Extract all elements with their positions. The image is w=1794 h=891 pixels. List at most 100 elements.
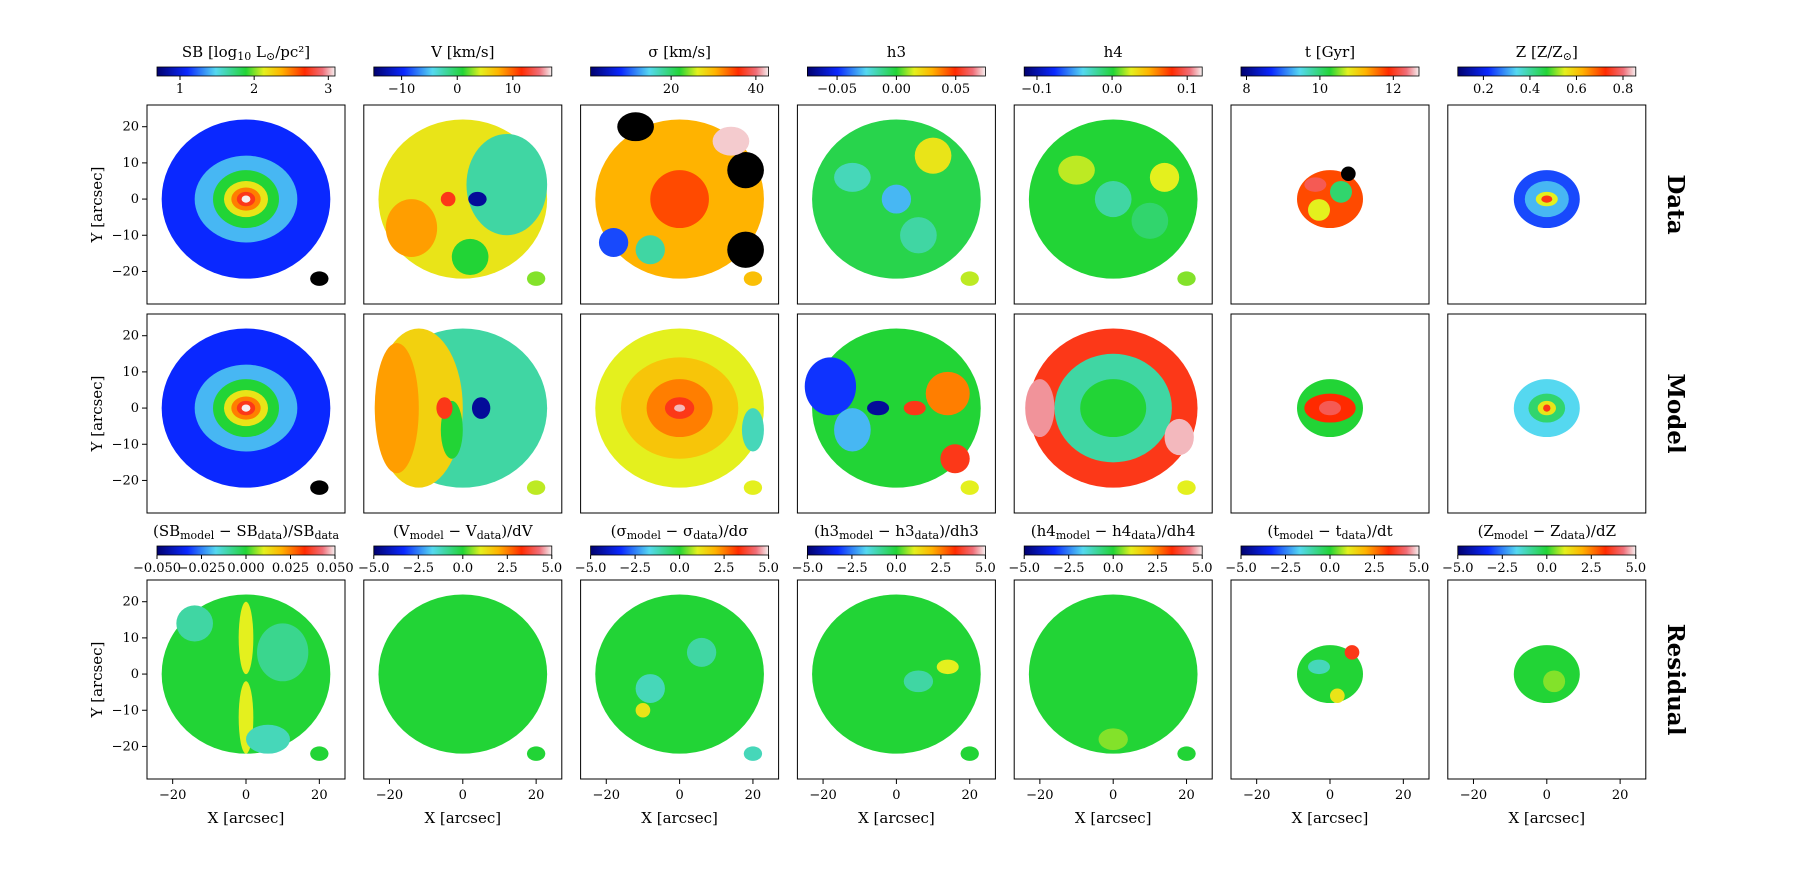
row-label: Model	[1662, 373, 1689, 454]
colorbar	[156, 66, 336, 77]
label-part: (t	[1267, 522, 1279, 540]
colorbar	[373, 66, 553, 77]
label-part: model	[839, 529, 874, 542]
label-part: data	[1561, 529, 1586, 542]
map-region	[241, 404, 251, 412]
label-part: Z [Z/Z	[1516, 43, 1563, 61]
y-tick-label: 20	[122, 329, 139, 344]
label-part: )/dh4	[1156, 522, 1196, 540]
map-region	[1149, 162, 1180, 192]
map	[1028, 119, 1198, 286]
colorbar-tick-label: 2	[250, 82, 258, 97]
x-tick-label: 20	[1395, 788, 1412, 803]
colorbar-tick-label: 2.5	[497, 561, 518, 576]
residual-colorbar-label: (h4model − h4data)/dh4	[1031, 522, 1196, 542]
map	[1513, 379, 1580, 438]
label-part: (Z	[1478, 522, 1494, 540]
label-part: ]	[1572, 43, 1578, 61]
colorbar-tick-label: −0.050	[133, 561, 181, 576]
colorbar-label: h3	[887, 43, 906, 61]
panel-frame	[1230, 104, 1430, 305]
label-part: h4	[1104, 43, 1123, 61]
map-region	[468, 191, 487, 207]
map-region	[310, 271, 329, 286]
colorbar-tick-label: 0.2	[1473, 82, 1494, 97]
label-part: )/SB	[282, 522, 314, 540]
colorbar	[1457, 66, 1637, 77]
colorbar-tick-label: −2.5	[836, 561, 868, 576]
map-region	[1341, 166, 1356, 181]
panel-frame	[580, 104, 780, 305]
panel-frame	[1230, 313, 1430, 514]
x-tick-label: 20	[311, 788, 328, 803]
colorbar-tick-label: 0	[453, 82, 461, 97]
colorbar-tick-label: 2.5	[1581, 561, 1602, 576]
y-tick-label: −10	[112, 437, 139, 452]
map-region	[1094, 180, 1132, 218]
colorbar-tick-label: −2.5	[1053, 561, 1085, 576]
label-part: model	[1494, 529, 1529, 542]
map	[1513, 645, 1580, 704]
colorbar-label: V [km/s]	[430, 43, 494, 61]
map-region	[674, 404, 686, 412]
x-tick-label: −20	[1243, 788, 1270, 803]
residual-colorbar-label: (h3model − h3data)/dh3	[814, 522, 979, 542]
colorbar-tick-label: −0.05	[817, 82, 857, 97]
label-part: model	[180, 529, 215, 542]
x-tick-label: 0	[1326, 788, 1334, 803]
map-region	[1177, 271, 1196, 286]
label-part: SB [log	[182, 43, 238, 61]
colorbar-tick-label: 0.0	[1102, 82, 1123, 97]
map-region	[385, 199, 438, 257]
map-region	[1344, 645, 1360, 660]
map-region	[310, 746, 329, 761]
map-region	[1308, 659, 1330, 675]
map-region	[635, 674, 665, 704]
map	[378, 594, 548, 761]
residual-colorbar	[807, 545, 986, 556]
map-region	[812, 594, 981, 754]
colorbar-tick-label: −2.5	[1270, 561, 1302, 576]
residual-colorbar-label: (σmodel − σdata)/dσ	[611, 522, 749, 542]
residual-colorbar	[156, 545, 336, 556]
colorbar-tick-label: 5.0	[1192, 561, 1213, 576]
x-tick-label: −20	[376, 788, 403, 803]
label-part: 10	[237, 50, 251, 63]
map	[161, 119, 331, 286]
colorbar-tick-label: −5.0	[358, 561, 390, 576]
map-region	[960, 746, 979, 761]
x-tick-label: 0	[242, 788, 250, 803]
colorbar-tick-label: 20	[663, 82, 680, 97]
x-tick-label: −20	[593, 788, 620, 803]
x-tick-label: 0	[459, 788, 467, 803]
map-region	[867, 400, 890, 416]
colorbar-tick-label: −2.5	[403, 561, 435, 576]
map-region	[960, 480, 979, 495]
label-part: data	[915, 529, 940, 542]
map-region	[727, 231, 764, 268]
residual-colorbar	[1023, 545, 1203, 556]
map-region	[378, 594, 548, 754]
map-region	[903, 400, 926, 416]
map-region	[466, 133, 548, 236]
label-part: (h4	[1031, 522, 1056, 540]
y-tick-label: 20	[122, 120, 139, 135]
map-region	[1308, 199, 1330, 221]
colorbar	[1240, 66, 1420, 77]
colorbar-tick-label: −5.0	[1008, 561, 1040, 576]
map	[1028, 594, 1198, 761]
map-region	[834, 162, 871, 192]
colorbar-tick-label: 0.1	[1177, 82, 1198, 97]
x-axis-label: X [arcsec]	[1075, 809, 1152, 827]
y-axis-label: Y [arcsec]	[88, 376, 106, 453]
colorbar-tick-label: 0.6	[1566, 82, 1587, 97]
map-region	[635, 235, 665, 265]
colorbar	[1023, 66, 1203, 77]
map-region	[1098, 728, 1128, 751]
y-axis-label: Y [arcsec]	[88, 642, 106, 719]
x-axis-label: X [arcsec]	[858, 809, 935, 827]
colorbar-tick-label: 8	[1242, 82, 1250, 97]
label-part: model	[1279, 529, 1314, 542]
x-tick-label: −20	[1460, 788, 1487, 803]
